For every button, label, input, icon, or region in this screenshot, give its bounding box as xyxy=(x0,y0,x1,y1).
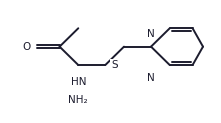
Text: HN: HN xyxy=(70,77,86,87)
Text: S: S xyxy=(111,60,118,70)
Text: O: O xyxy=(22,42,30,52)
Text: N: N xyxy=(147,29,155,39)
Text: NH₂: NH₂ xyxy=(69,95,88,105)
Text: N: N xyxy=(147,73,155,83)
